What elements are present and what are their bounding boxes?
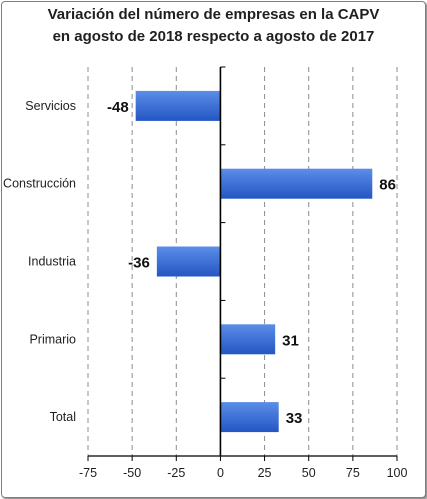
labels: -75 -50 -25 0 25 50 75 100 Servicios -48 Construcc…: [3, 99, 407, 480]
bar-industria: [156, 246, 221, 277]
x-tick-label: 25: [258, 466, 272, 480]
x-tick-label: 50: [302, 466, 316, 480]
category-label: Servicios: [25, 99, 76, 113]
axes: [87, 66, 398, 461]
data-label: -48: [107, 99, 129, 116]
category-label: Industria: [28, 255, 76, 269]
x-tick-label: 0: [217, 466, 224, 480]
data-label: 31: [282, 332, 299, 349]
x-tick-label: 100: [387, 466, 408, 480]
x-tick-label: -75: [79, 466, 97, 480]
bar-servicios: [135, 90, 221, 121]
bar-primario: [220, 324, 276, 355]
data-label: -36: [128, 255, 150, 272]
data-label: 33: [286, 410, 303, 427]
x-tick-label: -25: [167, 466, 185, 480]
category-label: Total: [50, 410, 76, 424]
data-label: 86: [379, 177, 396, 194]
chart-title-line-2: en agosto de 2018 respecto a agosto de 2…: [52, 28, 375, 45]
chart-title-line-1: Variación del número de empresas en la C…: [47, 6, 380, 23]
grid-lines: [87, 67, 398, 456]
x-tick-label: -50: [123, 466, 141, 480]
category-label: Primario: [29, 332, 76, 346]
bars: [135, 90, 373, 433]
bar-total: [220, 402, 279, 433]
bar-construcción: [220, 168, 373, 199]
x-tick-label: 75: [346, 466, 360, 480]
category-label: Construcción: [3, 177, 76, 191]
